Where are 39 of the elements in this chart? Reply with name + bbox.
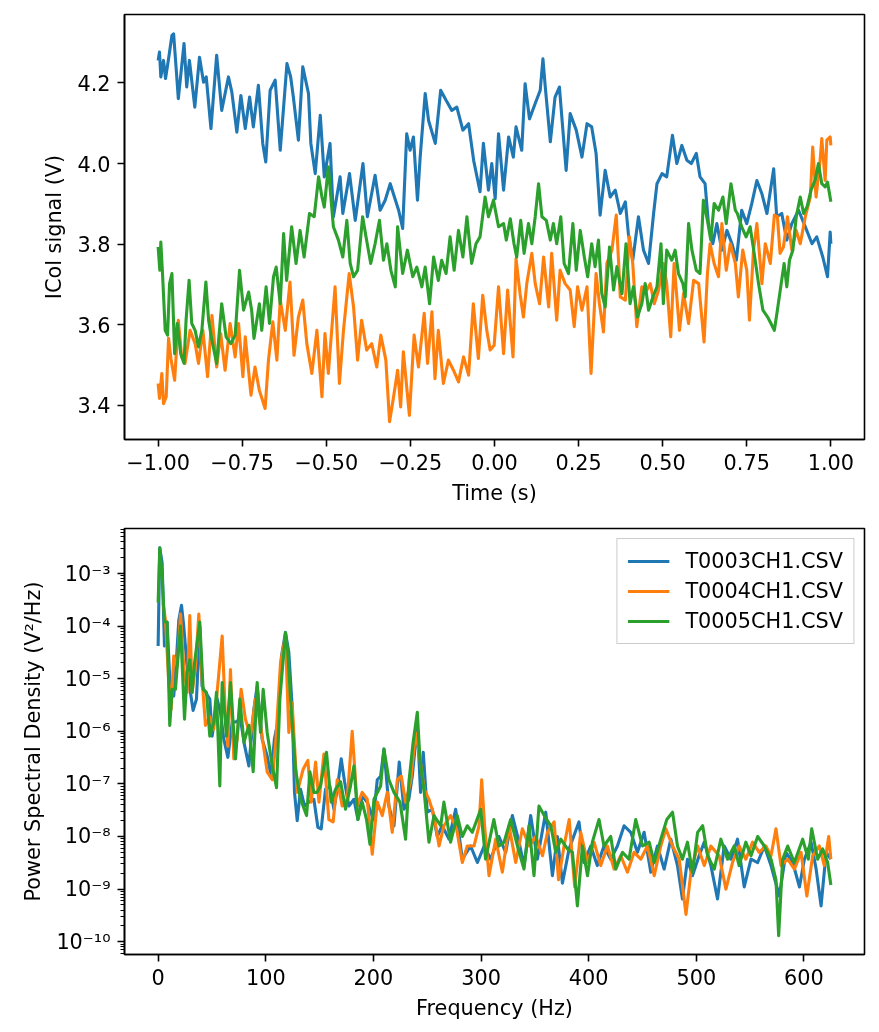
legend-label: T0004CH1.CSV <box>685 579 843 603</box>
legend-label: T0003CH1.CSV <box>685 549 843 573</box>
y-tick-label: 10⁻⁵ <box>64 666 111 691</box>
y-axis-title: ICol signal (V) <box>42 154 67 300</box>
x-tick-label: −1.00 <box>126 450 191 475</box>
y-tick-label: 10⁻¹⁰ <box>56 929 111 954</box>
x-tick-label: 400 <box>568 965 609 990</box>
x-axis-title: Time (s) <box>451 480 537 505</box>
y-tick-label: 10⁻⁷ <box>64 771 111 796</box>
x-tick-label: 0.50 <box>639 450 686 475</box>
x-tick-label: 500 <box>676 965 717 990</box>
y-tick-label: 3.6 <box>77 313 111 338</box>
x-tick-label: 300 <box>461 965 501 990</box>
y-tick-label: 10⁻⁸ <box>64 824 111 849</box>
x-tick-label: 0 <box>151 965 165 990</box>
x-tick-label: 0.75 <box>723 450 770 475</box>
y-tick-label: 10⁻³ <box>64 561 111 586</box>
x-tick-label: 100 <box>245 965 286 990</box>
x-tick-label: 0.00 <box>471 450 518 475</box>
y-tick-label: 4.2 <box>77 71 111 96</box>
legend-label: T0005CH1.CSV <box>685 609 843 633</box>
x-tick-label: 600 <box>784 965 824 990</box>
line-series <box>156 135 833 424</box>
y-tick-label: 10⁻⁶ <box>64 719 111 744</box>
x-axis-title: Frequency (Hz) <box>416 995 573 1020</box>
x-tick-label: 0.25 <box>555 450 602 475</box>
x-tick-label: −0.50 <box>294 450 359 475</box>
y-tick-label: 10⁻⁹ <box>64 877 111 902</box>
y-tick-label: 10⁻⁴ <box>64 614 111 639</box>
y-tick-label: 4.0 <box>77 152 111 177</box>
x-tick-label: 200 <box>353 965 394 990</box>
y-axis-title: Power Spectral Density (V²/Hz) <box>21 581 46 902</box>
line-series <box>156 32 833 279</box>
y-tick-label: 3.4 <box>77 394 111 419</box>
x-tick-label: −0.25 <box>378 450 443 475</box>
x-tick-label: −0.75 <box>210 450 275 475</box>
line-series <box>156 162 833 365</box>
x-tick-label: 1.00 <box>807 450 855 475</box>
y-tick-label: 3.8 <box>77 233 111 258</box>
